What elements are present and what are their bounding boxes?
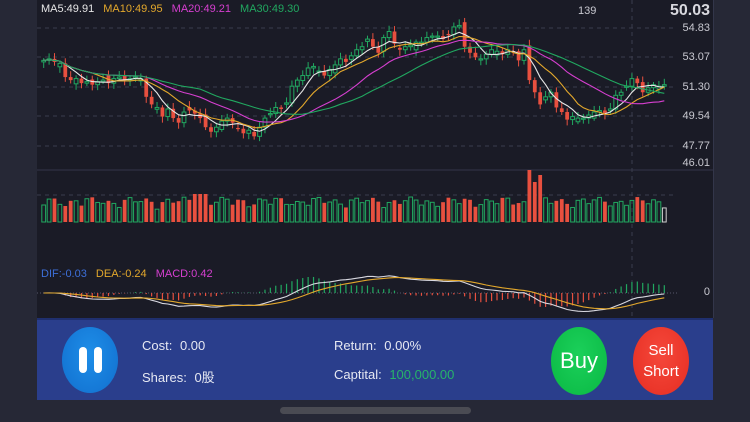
ma30-legend: MA30:49.30 — [240, 3, 300, 15]
price-tick: 46.01 — [682, 157, 710, 169]
pause-icon — [78, 347, 87, 373]
return-value: 0.00% — [384, 338, 422, 353]
dea-legend: DEA:-0.24 — [95, 268, 147, 280]
bar-index-label: 139 — [578, 5, 597, 17]
sell-short-button[interactable]: Sell Short — [633, 327, 689, 395]
chart-area[interactable]: MA5:49.91 MA10:49.95 MA20:49.21 MA30:49.… — [37, 0, 714, 318]
capital-label: Captital: — [334, 367, 382, 382]
price-tick: 53.07 — [682, 51, 710, 63]
candlestick-chart[interactable] — [37, 0, 713, 318]
ma10-legend: MA10:49.95 — [103, 3, 163, 15]
price-tick: 51.30 — [682, 81, 710, 93]
return-label: Return: — [334, 338, 377, 353]
shares-value: 0股 — [194, 370, 215, 385]
pause-icon — [93, 347, 102, 373]
dif-legend: DIF:-0.03 — [41, 268, 87, 280]
price-tick: 49.54 — [682, 110, 710, 122]
home-indicator[interactable] — [280, 407, 471, 414]
shares-info: Shares: 0股 — [142, 367, 215, 386]
cost-label: Cost: — [142, 338, 173, 353]
ma20-legend: MA20:49.21 — [171, 3, 231, 15]
cost-value: 0.00 — [179, 338, 206, 353]
capital-value: 100,000.00 — [389, 367, 455, 382]
price-tick: 54.83 — [682, 22, 710, 34]
ma5-legend: MA5:49.91 — [41, 3, 95, 15]
pause-button[interactable] — [62, 327, 118, 393]
cost-info: Cost: 0.00 — [142, 338, 205, 353]
macd-legend: DIF:-0.03 DEA:-0.24 MACD:0.42 — [41, 268, 219, 280]
buy-label: Buy — [560, 348, 598, 373]
trading-app: MA5:49.91 MA10:49.95 MA20:49.21 MA30:49.… — [37, 0, 714, 400]
sell-label: Sell — [648, 342, 674, 359]
macd-zero-label: 0 — [703, 286, 710, 298]
short-label: Short — [643, 363, 679, 380]
shares-label: Shares: — [142, 370, 187, 385]
ma-legend: MA5:49.91 MA10:49.95 MA20:49.21 MA30:49.… — [41, 3, 305, 15]
buy-button[interactable]: Buy — [551, 327, 607, 395]
trade-panel: Cost: 0.00 Shares: 0股 Return: 0.00% Capt… — [37, 318, 713, 400]
price-tick: 47.77 — [682, 140, 710, 152]
macd-value-legend: MACD:0.42 — [155, 268, 213, 280]
current-price: 50.03 — [669, 2, 710, 19]
capital-info: Captital: 100,000.00 — [334, 367, 454, 382]
return-info: Return: 0.00% — [334, 338, 421, 353]
